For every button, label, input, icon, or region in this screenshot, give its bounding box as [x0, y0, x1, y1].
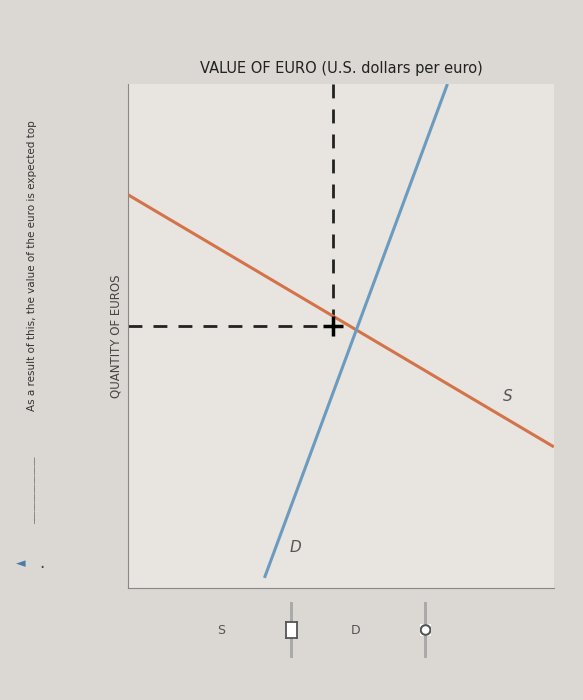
- Title: VALUE OF EURO (U.S. dollars per euro): VALUE OF EURO (U.S. dollars per euro): [200, 61, 482, 76]
- Text: D: D: [290, 540, 302, 555]
- Ellipse shape: [421, 625, 430, 635]
- Text: S: S: [217, 624, 226, 636]
- Text: As a result of this, the value of the euro is expected top: As a result of this, the value of the eu…: [27, 120, 37, 412]
- Text: S: S: [503, 389, 512, 404]
- Text: .: .: [39, 554, 45, 573]
- Text: _______________: _______________: [27, 456, 37, 524]
- Text: D: D: [351, 624, 360, 636]
- Y-axis label: QUANTITY OF EUROS: QUANTITY OF EUROS: [110, 274, 122, 398]
- Text: ◄: ◄: [16, 557, 26, 570]
